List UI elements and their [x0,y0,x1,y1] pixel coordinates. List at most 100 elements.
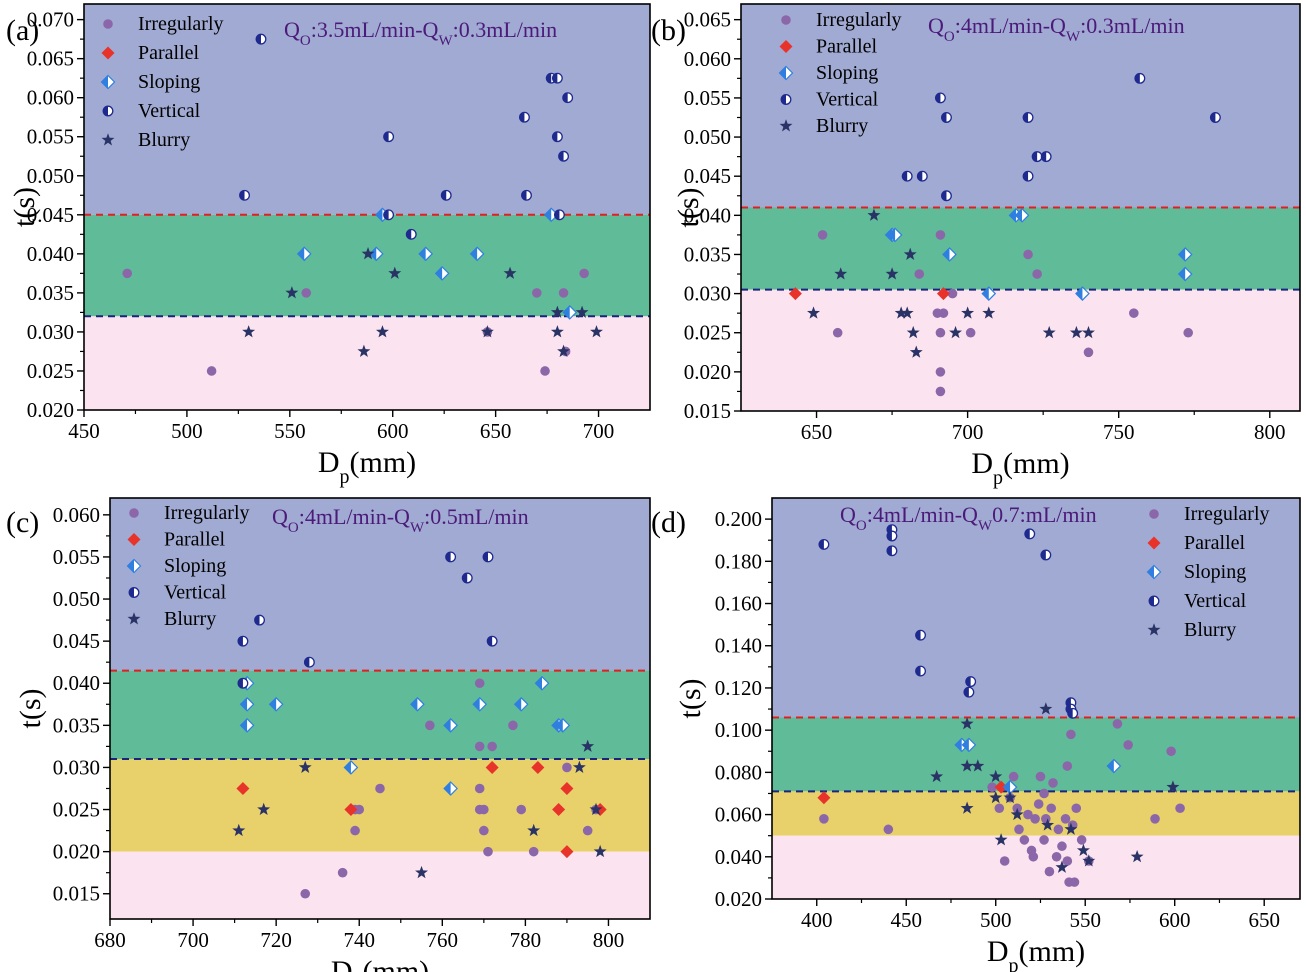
legend-marker-vertical [128,587,140,598]
y-tick-label: 0.025 [27,359,74,383]
y-tick-label: 0.140 [715,634,762,658]
sloping-point [472,696,488,712]
vertical-point [941,112,952,123]
region-band [110,851,650,919]
chart-panel-b: 650 700 750 800 0.015 0.020 0.025 0.030 0.035 0.0… [651,3,1301,489]
irregularly-point [1066,729,1076,740]
sloping-point [1075,286,1090,301]
parallel-point [560,781,574,795]
legend-label-blurry: Blurry [138,129,190,151]
legend-label-irregularly: Irregularly [138,13,224,35]
irregularly-point [1023,809,1033,820]
sloping-point [555,717,571,733]
irregularly-point [935,386,946,397]
blurry-point [949,325,962,339]
vertical-point [551,131,563,143]
blurry-point [550,325,564,338]
y-tick-label: 0.070 [27,8,74,32]
blurry-point [232,823,246,837]
blurry-point [994,833,1008,846]
vertical-point [461,572,473,584]
sloping-point [343,760,359,775]
y-axis-label: t(s) [8,187,41,227]
x-tick-label: 550 [274,419,306,443]
y-tick-label: 0.050 [27,164,74,188]
region-band [772,717,1300,792]
irregularly-point [1051,851,1062,862]
blurry-point [1039,702,1053,715]
y-tick-label: 0.100 [715,718,762,742]
y-tick-label: 0.065 [684,8,731,32]
blurry-point [527,823,541,837]
irregularly-point [1035,771,1046,782]
irregularly-point [1069,877,1080,887]
x-tick-label: 450 [890,908,922,932]
blurry-point [900,306,914,319]
blurry-point [885,267,899,280]
sloping-point [543,207,559,223]
legend-label-sloping: Sloping [164,555,226,577]
irregularly-point [965,327,976,338]
y-tick-label: 0.035 [684,242,731,266]
x-tick-label: 720 [260,928,292,952]
irregularly-point [832,327,843,338]
vertical-point [1209,112,1221,123]
legend-label-irregularly: Irregularly [816,9,902,31]
blurry-point [572,760,586,773]
legend-label-blurry: Blurry [1184,619,1236,641]
sloping-point [534,675,550,691]
x-tick-label: 500 [171,419,203,443]
irregularly-point [532,288,542,298]
x-tick-label: 650 [480,419,512,443]
irregularly-point [1039,788,1049,799]
series-irregularly [122,268,589,376]
y-axis-label: t(s) [14,689,47,729]
legend-label-parallel: Parallel [164,529,226,551]
legend-marker-irregularly [103,19,113,29]
y-tick-label: 0.060 [684,47,731,71]
blurry-point [257,802,271,816]
irregularly-point [206,366,217,376]
irregularly-point [1062,761,1073,771]
legend-marker-irregularly [1149,509,1159,519]
blurry-point [961,306,975,319]
region-band [772,498,1300,718]
blurry-point [375,325,389,338]
series-vertical [818,524,1079,719]
series-vertical [901,72,1221,202]
x-tick-label: 500 [980,908,1012,932]
region-band [772,791,1300,836]
blurry-point [590,325,603,338]
irregularly-point [999,856,1010,866]
blurry-point [1042,325,1056,339]
vertical-point [941,190,952,202]
vertical-point [519,111,530,123]
x-tick-label: 650 [1248,908,1280,932]
irregularly-point [1150,814,1160,824]
blurry-point [298,760,312,773]
vertical-point [886,545,898,557]
series-blurry [930,702,1180,873]
x-tick-label: 600 [1159,908,1191,932]
x-axis-label: Dp(mm) [331,955,429,972]
legend: Irregularly Parallel Sloping Vertical Blurry [126,502,250,630]
blurry-point [1082,854,1096,867]
sloping-point [1177,247,1193,262]
vertical-point [1040,151,1052,163]
y-tick-label: 0.065 [27,47,74,71]
y-tick-label: 0.030 [27,320,74,344]
series-parallel [788,287,950,301]
x-tick-label: 750 [1103,420,1135,444]
legend-marker-vertical [102,105,114,117]
legend-label-sloping: Sloping [138,71,200,93]
sloping-point [296,246,312,262]
blurry-point [930,769,944,783]
parallel-point [485,760,499,774]
series-blurry [242,247,603,357]
y-tick-label: 0.035 [27,281,74,305]
blurry-point [1166,780,1180,793]
parallel-point [994,780,1008,794]
legend-marker-blurry [779,119,793,132]
legend-label-sloping: Sloping [1184,561,1246,583]
irregularly-point [1057,841,1067,852]
